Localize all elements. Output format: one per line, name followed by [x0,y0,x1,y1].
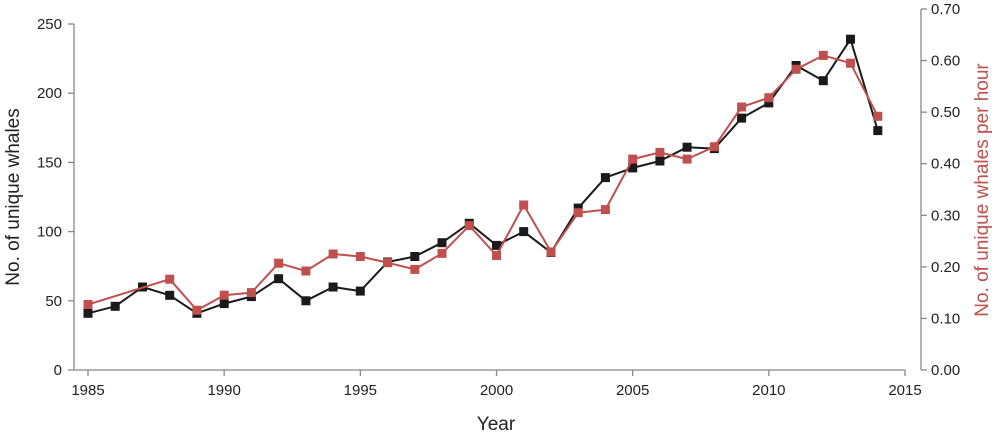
right-axis-point-marker [355,252,365,261]
right-axis-point-marker [219,290,229,300]
x-tick-label: 2000 [480,382,513,399]
right-axis-point-marker [246,288,256,298]
right-axis-point-marker [709,142,719,152]
left-axis-point-marker [355,286,365,296]
left-axis-point-marker [165,290,175,300]
left-axis-point-marker [764,98,774,108]
left-axis-point-marker [737,113,747,123]
right-axis-point-marker [573,208,583,218]
right-y-tick-label: 0.30 [931,207,960,224]
right-y-axis-title: No. of unique whales per hour [972,63,993,317]
left-axis-point-marker [492,240,501,250]
x-tick-label: 2005 [616,382,649,399]
left-axis-point-marker [873,126,883,136]
left-y-tick-label: 100 [37,224,62,241]
right-axis-point-marker [628,154,638,164]
right-y-tick-label: 0.00 [931,362,960,379]
right-y-tick-label: 0.60 [931,53,960,70]
x-tick-label: 1990 [207,382,240,399]
left-axis-point-marker [519,227,529,237]
left-axis-point-marker [628,163,638,173]
left-axis-point-marker [274,274,284,284]
right-axis-point-marker [301,266,311,276]
right-axis-point-marker [165,274,175,284]
right-y-tick-label: 0.20 [931,259,960,276]
right-y-tick-label: 0.70 [931,1,960,18]
x-tick-label: 1985 [71,382,104,399]
left-axis-point-marker [655,156,665,166]
right-axis-point-marker [791,64,801,74]
right-axis-point-marker [274,258,284,268]
right-axis-series [83,50,883,315]
right-y-tick-label: 0.50 [931,104,960,121]
right-axis-point-marker [737,102,747,112]
axes [73,9,922,371]
right-y-tick-label: 0.40 [931,156,960,173]
left-axis-point-marker [846,34,855,44]
right-axis-point-marker [410,264,420,274]
right-axis-point-marker [519,200,529,210]
right-axis-series-line [87,54,879,312]
right-axis-point-marker [328,249,338,259]
left-axis-point-marker [573,203,583,213]
left-axis-series [83,34,883,318]
left-y-tick-label: 200 [37,85,62,102]
right-axis-point-marker [655,147,665,157]
right-axis-point-marker [83,300,93,309]
left-axis-point-marker [110,301,120,311]
left-axis-point-marker [600,173,610,183]
left-axis-point-marker [410,252,420,261]
left-y-tick-label: 0 [54,362,62,379]
ticks: 1985 1990 1995 2000 2005 2010 2015 0 50 100 150 200… [37,1,960,399]
x-tick-label: 1995 [344,382,377,399]
left-y-tick-label: 150 [37,154,62,171]
x-axis-title: Year [477,414,516,435]
right-axis-point-marker [437,248,447,258]
left-y-tick-label: 250 [37,16,62,33]
left-axis-point-marker [301,296,311,306]
left-axis-point-marker [682,142,692,152]
right-axis-point-marker [192,305,202,315]
right-axis-point-marker [682,154,692,164]
right-axis-point-marker [764,93,774,103]
x-tick-label: 2010 [752,382,785,399]
right-axis-point-marker [492,251,501,260]
left-axis-point-marker [818,76,828,86]
right-axis-point-marker [383,258,393,268]
series-layer [83,34,883,318]
right-axis-point-marker [546,247,556,257]
right-y-tick-label: 0.10 [931,310,960,327]
right-axis-point-marker [818,50,828,60]
left-axis-point-marker [328,282,338,292]
left-axis-point-marker [83,308,93,318]
left-y-axis-title: No. of unique whales [3,108,24,285]
right-axis-point-marker [464,221,474,231]
right-axis-point-marker [873,111,883,121]
left-axis-series-line [87,38,879,315]
left-axis-point-marker [437,238,447,248]
right-axis-point-marker [600,205,610,215]
x-tick-label: 2015 [888,382,921,399]
right-axis-point-marker [846,58,855,68]
left-y-tick-label: 50 [45,293,62,310]
left-axis-point-marker [219,299,229,309]
